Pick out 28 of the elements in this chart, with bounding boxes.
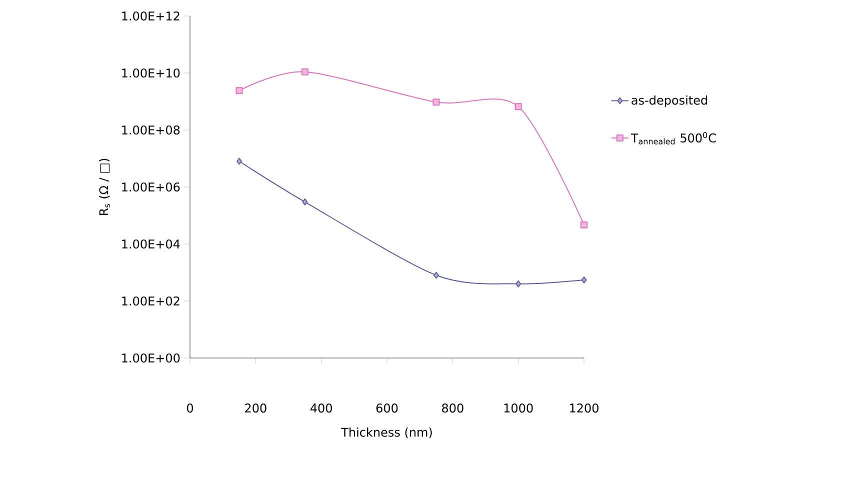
point [236,158,242,165]
point [581,276,587,284]
y-tick-label: 1.00E+06 [122,182,180,192]
y-tick-label: 1.00E+02 [122,296,180,306]
x-tick-label: 1000 [504,404,533,413]
point [434,272,440,279]
y-tick-label: 1.00E+08 [122,125,180,135]
y-tick-label: 1.00E+04 [122,239,180,249]
y-tick-label: 1.00E+00 [122,353,180,363]
legend-label: as-deposited [632,95,708,108]
y-axis-title: R$_{s}$ (Ω / □) [98,158,110,216]
y-tick-label: 1.00E+10 [122,68,180,78]
y-tick-label: 1.00E+12 [122,11,180,21]
point [302,198,308,206]
legend-label: T$_{annealed}$ 500$^{0}$C [630,132,716,144]
x-tick-label: 200 [245,404,266,413]
x-axis-title: Thickness (nm) [341,427,432,438]
x-tick-label: 1200 [570,404,598,413]
point [516,280,522,288]
point [301,68,308,76]
point [432,98,440,106]
point [580,221,588,228]
point [236,87,243,94]
x-tick-label: 400 [310,404,332,413]
x-tick-label: 600 [376,404,398,413]
point [514,103,522,110]
x-tick-label: 800 [442,404,464,413]
x-tick-label: 0 [186,404,194,413]
